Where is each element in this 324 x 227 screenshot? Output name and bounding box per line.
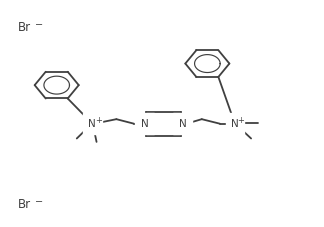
Text: N: N: [141, 119, 149, 129]
Text: N: N: [179, 119, 186, 129]
Text: +: +: [95, 116, 102, 125]
Text: Br: Br: [18, 21, 31, 34]
Text: −: −: [35, 197, 43, 207]
Text: Br: Br: [18, 198, 31, 211]
Text: N: N: [88, 119, 96, 129]
Text: N: N: [231, 119, 239, 129]
Text: +: +: [237, 116, 244, 125]
Text: −: −: [35, 20, 43, 30]
